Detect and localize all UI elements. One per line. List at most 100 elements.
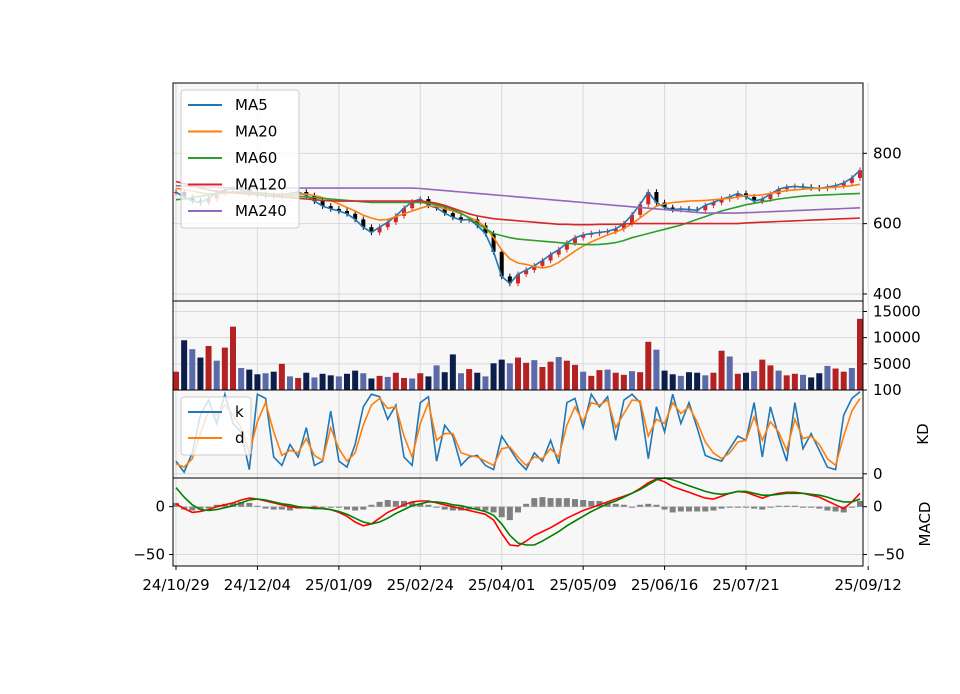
candle-body xyxy=(361,219,366,228)
volume-bar xyxy=(506,363,513,390)
macd-histogram-bar xyxy=(857,500,863,507)
candle-body xyxy=(377,227,382,233)
volume-bar xyxy=(384,376,391,390)
volume-bar xyxy=(425,376,432,390)
macd-histogram-bar xyxy=(547,498,554,507)
volume-bar xyxy=(319,373,326,390)
candle-body xyxy=(556,249,561,255)
price-y-tick-label: 600 xyxy=(873,215,902,233)
macd-histogram-bar xyxy=(401,500,407,507)
macd-histogram-bar xyxy=(612,503,619,507)
volume-bar xyxy=(189,349,196,390)
macd-histogram-bar xyxy=(620,504,627,507)
macd-histogram-bar xyxy=(417,503,424,507)
volume-bar xyxy=(417,373,424,390)
macd-histogram-bar xyxy=(596,500,603,507)
macd-histogram-bar xyxy=(311,505,318,507)
macd-histogram-bar xyxy=(368,504,375,507)
volume-bar xyxy=(303,372,310,390)
volume-bar xyxy=(555,357,562,390)
volume-bar xyxy=(295,377,302,390)
macd-left-y-tick-label: 0 xyxy=(155,498,165,516)
macd-histogram-bar xyxy=(653,504,660,507)
macd-histogram-bar xyxy=(726,506,733,508)
macd-histogram-bar xyxy=(832,506,839,512)
volume-bar xyxy=(482,376,489,390)
candle-body xyxy=(646,192,651,205)
volume-bar xyxy=(531,360,538,390)
volume-bar xyxy=(401,377,407,390)
macd-right-y-tick-label: 0 xyxy=(873,498,883,516)
volume-bar xyxy=(808,377,815,390)
volume-bar xyxy=(767,365,774,390)
volume-bar xyxy=(523,362,530,390)
volume-bar xyxy=(816,373,823,390)
candle-body xyxy=(662,202,667,208)
kd-legend-label-d: d xyxy=(235,429,245,447)
price-y-tick-label: 800 xyxy=(873,144,902,162)
volume-bar xyxy=(596,370,603,390)
volume-bar xyxy=(181,340,188,390)
macd-histogram-bar xyxy=(449,506,456,511)
x-tick-label-date: 25/02/24 xyxy=(387,576,454,594)
macd-histogram-bar xyxy=(246,502,253,507)
volume-bar xyxy=(824,365,831,390)
macd-dea-line xyxy=(175,477,861,546)
macd-histogram-bar xyxy=(767,506,774,508)
macd-right-y-tick-label: −50 xyxy=(873,546,905,564)
candle-body xyxy=(491,233,496,252)
macd-histogram-bar xyxy=(669,506,676,513)
candle-body xyxy=(516,274,520,284)
volume-bar xyxy=(686,372,692,390)
panel-macd-background xyxy=(173,478,863,566)
candle-body xyxy=(858,170,862,178)
candle-body xyxy=(768,194,773,200)
volume-bar xyxy=(409,378,416,390)
macd-histogram-bar xyxy=(588,500,595,507)
volume-bar xyxy=(791,373,798,390)
candle-body xyxy=(638,204,643,215)
macd-histogram-bar xyxy=(840,506,847,513)
volume-bar xyxy=(287,376,293,390)
candle-body xyxy=(524,270,529,275)
candle-body xyxy=(752,196,757,202)
candle-body xyxy=(849,177,854,183)
legend-label-ma20: MA20 xyxy=(235,123,277,141)
volume-bar xyxy=(311,377,318,390)
candle-body xyxy=(320,201,325,207)
volume-bar xyxy=(262,373,269,390)
macd-histogram-bar xyxy=(344,506,350,510)
macd-histogram-bar xyxy=(409,501,416,507)
macd-histogram-bar xyxy=(791,505,798,507)
macd-histogram-bar xyxy=(539,497,546,507)
volume-bar xyxy=(368,378,375,390)
macd-histogram-bar xyxy=(197,506,204,510)
volume-bar xyxy=(694,372,701,390)
volume-bar xyxy=(352,370,359,390)
macd-histogram-bar xyxy=(759,506,766,510)
macd-histogram-bar xyxy=(506,506,513,521)
volume-bar xyxy=(702,375,709,390)
volume-bar xyxy=(718,350,725,390)
x-tick-label-date: 25/06/16 xyxy=(631,576,698,594)
macd-histogram-bar xyxy=(490,506,497,513)
kd-legend-label-k: k xyxy=(235,403,244,421)
macd-histogram-bar xyxy=(189,506,196,511)
volume-bar xyxy=(327,375,334,390)
macd-histogram-bar xyxy=(262,506,269,509)
candle-body xyxy=(499,251,504,277)
macd-histogram-bar xyxy=(498,506,505,518)
volume-bar xyxy=(612,372,619,390)
volume-bar xyxy=(466,369,473,390)
macd-histogram-bar xyxy=(824,506,831,511)
volume-bar xyxy=(498,359,505,390)
volume-bar xyxy=(246,369,253,390)
volume-bar xyxy=(653,349,660,390)
price-legend-box xyxy=(180,89,300,229)
macd-histogram-bar xyxy=(848,506,855,508)
macd-histogram-bar xyxy=(376,501,383,507)
candle-body xyxy=(450,213,455,218)
candle-body xyxy=(670,207,675,210)
volume-bar xyxy=(221,347,228,390)
candle-body xyxy=(328,206,333,209)
